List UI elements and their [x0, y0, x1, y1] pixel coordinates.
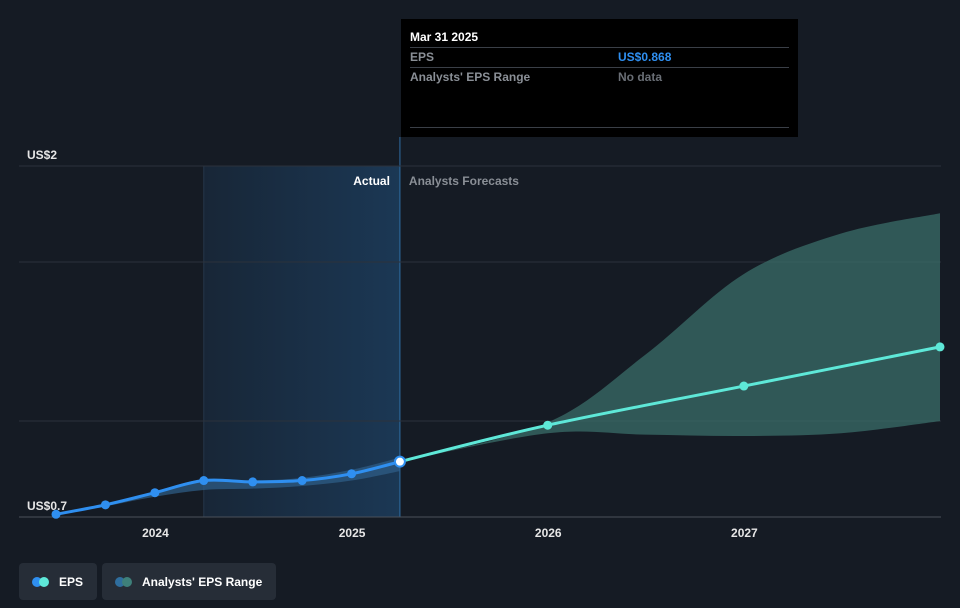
eps-selected-point[interactable] — [393, 455, 406, 468]
eps-actual-point[interactable] — [347, 469, 357, 479]
x-tick-label: 2026 — [535, 526, 562, 540]
eps-actual-point[interactable] — [100, 500, 110, 510]
eps-forecast-point[interactable] — [935, 342, 945, 352]
x-tick-label: 2025 — [339, 526, 366, 540]
tooltip-range-value: No data — [618, 70, 663, 84]
forecast-range-area — [399, 213, 940, 462]
actual-region-label: Actual — [353, 174, 390, 188]
eps-actual-point[interactable] — [150, 488, 160, 498]
tooltip-eps-label: EPS — [410, 50, 435, 64]
chart-legend: EPS Analysts' EPS Range — [19, 563, 277, 600]
chart-tooltip: Mar 31 2025 EPS US$0.868 Analysts' EPS R… — [401, 19, 798, 137]
eps-actual-point[interactable] — [51, 509, 61, 519]
eps-actual-point[interactable] — [199, 476, 209, 486]
eps-actual-point[interactable] — [297, 476, 307, 486]
eps-actual-point[interactable] — [248, 477, 258, 487]
past-period-band — [203, 166, 400, 517]
eps-forecast-line — [399, 345, 941, 464]
legend-item-eps[interactable]: EPS — [19, 563, 98, 600]
eps-forecast-point[interactable] — [543, 420, 553, 430]
legend-range-swatch-icon — [115, 576, 135, 587]
eps-forecast-point[interactable] — [739, 381, 749, 391]
legend-eps-swatch-icon — [32, 576, 52, 587]
y-tick-label: US$0.7 — [27, 499, 67, 513]
tooltip-row-range: Analysts' EPS Range No data — [410, 67, 789, 87]
x-tick-label: 2027 — [731, 526, 758, 540]
legend-item-eps-range[interactable]: Analysts' EPS Range — [102, 563, 277, 600]
tooltip-eps-value: US$0.868 — [618, 50, 672, 64]
tooltip-divider — [410, 127, 789, 128]
legend-range-label: Analysts' EPS Range — [142, 574, 263, 589]
legend-eps-label: EPS — [59, 574, 84, 589]
y-tick-label: US$2 — [27, 148, 57, 162]
tooltip-date: Mar 31 2025 — [410, 30, 479, 44]
forecast-region-label: Analysts Forecasts — [409, 174, 519, 188]
x-tick-label: 2024 — [142, 526, 169, 540]
tooltip-row-eps: EPS US$0.868 — [410, 47, 789, 67]
actual-eps-band — [56, 457, 400, 515]
tooltip-range-label: Analysts' EPS Range — [410, 70, 531, 84]
